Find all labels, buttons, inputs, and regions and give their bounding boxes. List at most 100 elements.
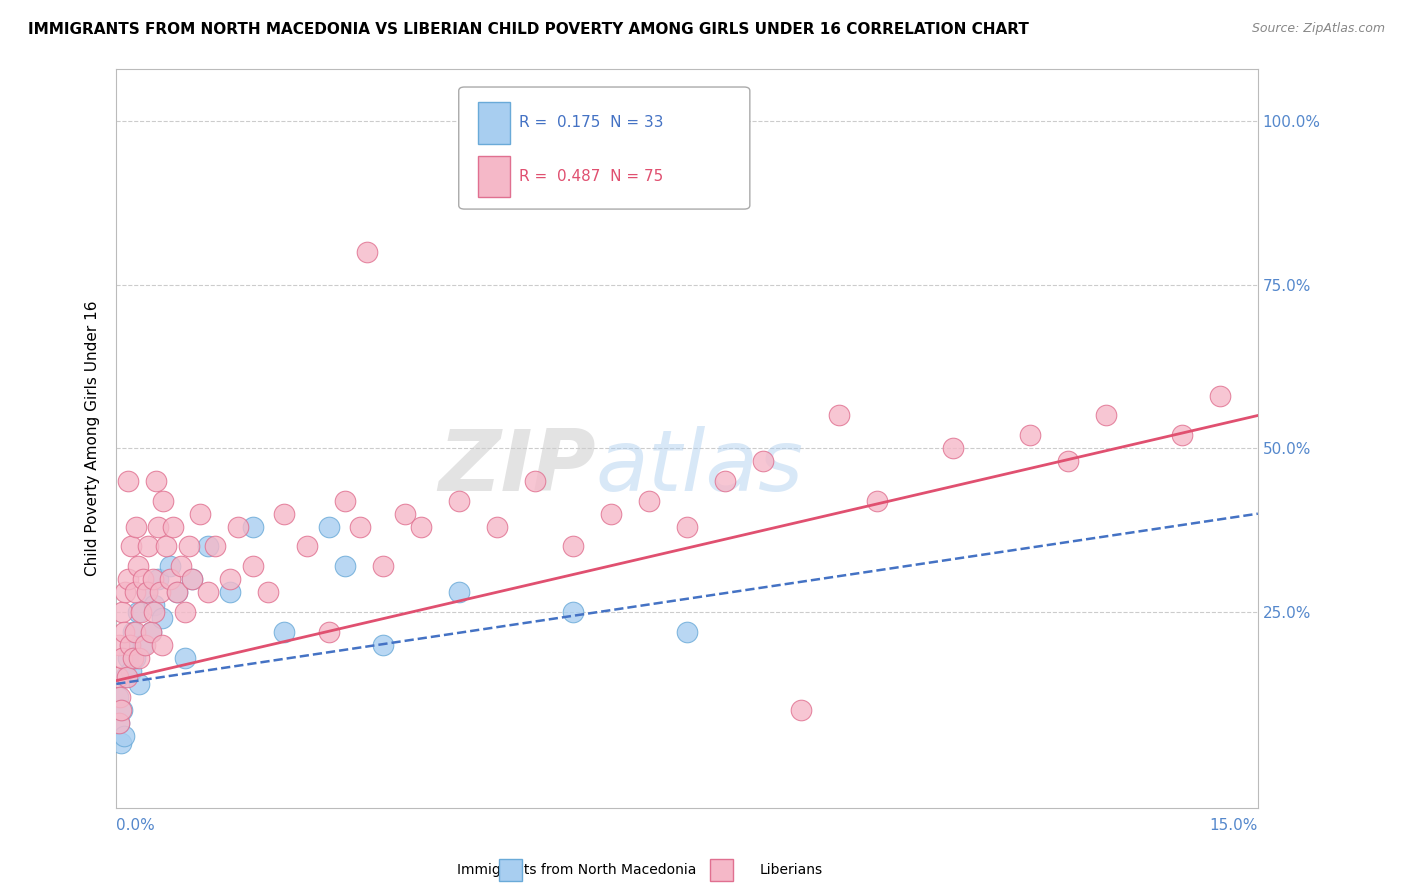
Point (129, 605, 152, 619)
Y-axis label: Child Poverty Among Girls Under 16: Child Poverty Among Girls Under 16 (86, 301, 100, 576)
Point (124, 624, 146, 639)
Point (638, 493, 661, 508)
Point (114, 585, 136, 599)
Point (273, 624, 295, 639)
Point (333, 493, 356, 508)
Point (349, 520, 371, 534)
Point (162, 520, 184, 534)
Point (561, 605, 583, 619)
Point (242, 559, 264, 574)
Point (143, 605, 166, 619)
Point (394, 507, 416, 521)
Text: Source: ZipAtlas.com: Source: ZipAtlas.com (1251, 22, 1385, 36)
Point (143, 599, 166, 613)
Point (107, 670, 129, 684)
Point (150, 611, 173, 625)
Point (134, 638, 156, 652)
Point (242, 520, 264, 534)
Point (409, 520, 432, 534)
Point (318, 624, 340, 639)
Point (107, 690, 129, 704)
Point (110, 703, 132, 717)
Point (112, 624, 135, 639)
Point (152, 493, 174, 508)
Point (333, 559, 356, 574)
Point (108, 690, 131, 704)
Text: Liberians: Liberians (759, 863, 823, 877)
Point (124, 650, 146, 665)
Point (108, 716, 131, 731)
Point (485, 520, 508, 534)
Point (111, 650, 134, 665)
Point (204, 540, 226, 554)
Point (173, 605, 195, 619)
Point (181, 572, 204, 586)
Point (142, 572, 165, 586)
Point (132, 572, 155, 586)
Point (146, 520, 169, 534)
Point (226, 520, 249, 534)
Point (128, 650, 150, 665)
Point (132, 638, 155, 652)
Point (127, 605, 149, 619)
Point (114, 670, 136, 684)
Point (447, 585, 470, 599)
Point (181, 572, 204, 586)
Point (110, 736, 132, 750)
Point (121, 540, 143, 554)
Point (371, 559, 394, 574)
Point (112, 729, 135, 743)
Text: R =  0.487  N = 75: R = 0.487 N = 75 (519, 169, 664, 185)
Point (111, 703, 134, 717)
Point (145, 474, 167, 488)
Point (107, 716, 129, 731)
Point (197, 540, 219, 554)
Text: ZIP: ZIP (439, 426, 596, 509)
Text: atlas: atlas (596, 426, 804, 509)
FancyBboxPatch shape (458, 87, 749, 209)
Text: IMMIGRANTS FROM NORTH MACEDONIA VS LIBERIAN CHILD POVERTY AMONG GIRLS UNDER 16 C: IMMIGRANTS FROM NORTH MACEDONIA VS LIBER… (28, 22, 1029, 37)
Point (371, 638, 394, 652)
Point (188, 507, 211, 521)
FancyBboxPatch shape (478, 102, 510, 144)
Point (170, 559, 193, 574)
Point (523, 474, 546, 488)
Text: 0.0%: 0.0% (117, 818, 155, 833)
Point (942, 441, 965, 455)
Point (166, 585, 188, 599)
Point (122, 650, 145, 665)
Point (1056, 454, 1078, 468)
Point (122, 624, 145, 639)
Point (752, 454, 775, 468)
Point (166, 585, 188, 599)
Point (108, 638, 131, 652)
Point (318, 520, 340, 534)
Point (121, 664, 143, 678)
Point (1170, 428, 1192, 442)
Point (110, 605, 132, 619)
Point (219, 572, 242, 586)
Point (118, 638, 141, 652)
Text: 15.0%: 15.0% (1209, 818, 1258, 833)
Point (866, 493, 889, 508)
Point (159, 572, 181, 586)
Point (561, 540, 583, 554)
Point (714, 474, 737, 488)
Point (173, 650, 195, 665)
Text: Immigrants from North Macedonia: Immigrants from North Macedonia (457, 863, 696, 877)
Point (125, 520, 148, 534)
Point (124, 585, 146, 599)
Point (197, 585, 219, 599)
Point (139, 624, 162, 639)
Point (356, 244, 378, 259)
Point (128, 677, 150, 691)
Point (676, 520, 699, 534)
Point (118, 638, 141, 652)
Point (127, 559, 149, 574)
Point (155, 540, 177, 554)
Point (219, 585, 242, 599)
Text: R =  0.175  N = 33: R = 0.175 N = 33 (519, 115, 664, 130)
Point (1209, 389, 1232, 403)
Point (177, 540, 200, 554)
Point (447, 493, 470, 508)
